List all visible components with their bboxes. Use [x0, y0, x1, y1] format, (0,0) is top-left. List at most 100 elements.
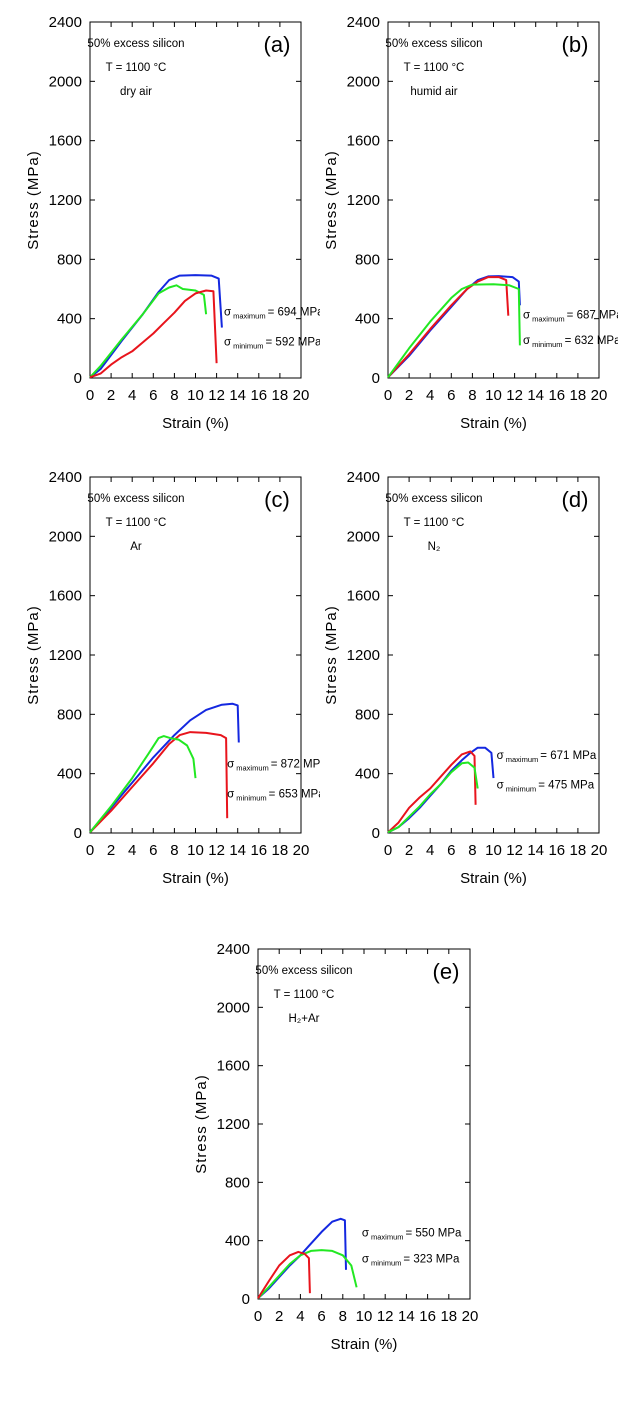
annotation-line-a: dry air: [120, 86, 152, 98]
annotation-line-b: 50% excess silicon: [385, 38, 482, 50]
plot-frame-c: [89, 476, 302, 834]
x-tick-label-b: 14: [527, 387, 544, 404]
sigma-min-label-c: σ minimum = 653 MPa: [227, 788, 320, 802]
x-tick-label-a: 2: [107, 387, 115, 404]
series-line-red-d: [387, 750, 477, 834]
y-tick-label-a: 2400: [49, 14, 82, 31]
y-tick-label-c: 2000: [49, 528, 82, 545]
series-line-red-c: [89, 731, 229, 834]
x-tick-label-e: 10: [356, 1308, 373, 1325]
series-line-green-c: [89, 735, 197, 833]
y-tick-label-e: 2000: [217, 999, 250, 1016]
stress-strain-chart-b: 0 2 4 6 8 10 12 14 16 18 20 0 400 800 1200 1600 2000 2400…: [298, 0, 622, 462]
series-line-blue-a: [89, 274, 223, 379]
x-tick-label-b: 12: [506, 387, 523, 404]
series-line-blue-b: [387, 275, 521, 379]
y-tick-label-d: 1600: [347, 588, 380, 605]
y-axis-title-a: Stress (MPa): [25, 150, 42, 250]
x-tick-label-d: 8: [468, 842, 476, 859]
x-tick-label-d: 2: [405, 842, 413, 859]
chart-svg-a: 0 2 4 6 8 10 12 14 16 18 2004008001200160020002400…: [25, 14, 324, 432]
annotation-line-d: 50% excess silicon: [385, 493, 482, 505]
annotation-line-d: N₂: [428, 541, 441, 553]
series-line-red-b: [387, 276, 510, 378]
y-tick-label-b: 1600: [347, 133, 380, 150]
y-tick-label-d: 2400: [347, 469, 380, 486]
annotation-line-e: 50% excess silicon: [255, 965, 352, 977]
sigma-max-label-e: σ maximum = 550 MPa: [362, 1227, 462, 1241]
y-tick-label-e: 0: [242, 1291, 250, 1308]
x-tick-label-c: 10: [187, 842, 204, 859]
x-tick-label-a: 10: [187, 387, 204, 404]
x-axis-title-c: Strain (%): [162, 870, 229, 887]
sigma-max-label-b: σ maximum = 687 MPa: [523, 310, 618, 324]
x-tick-label-c: 18: [272, 842, 289, 859]
x-tick-label-b: 18: [570, 387, 587, 404]
x-tick-label-e: 8: [339, 1308, 347, 1325]
y-tick-label-b: 2400: [347, 14, 380, 31]
x-tick-label-d: 0: [384, 842, 392, 859]
sigma-max-label-a: σ maximum = 694 MPa: [224, 307, 320, 321]
y-tick-label-b: 1200: [347, 192, 380, 209]
panel-label-b: (b): [562, 32, 589, 57]
y-tick-label-c: 2400: [49, 469, 82, 486]
y-tick-label-a: 800: [57, 251, 82, 268]
x-tick-label-d: 16: [548, 842, 565, 859]
y-tick-label-e: 800: [225, 1174, 250, 1191]
y-tick-label-d: 800: [355, 706, 380, 723]
annotation-line-b: T = 1100 °C: [404, 62, 465, 74]
x-axis-title-e: Strain (%): [331, 1336, 398, 1353]
x-tick-label-a: 16: [250, 387, 267, 404]
y-tick-label-d: 1200: [347, 647, 380, 664]
annotation-line-c: 50% excess silicon: [87, 493, 184, 505]
sigma-min-label-a: σ minimum = 592 MPa: [224, 336, 320, 350]
annotation-line-c: Ar: [130, 541, 142, 553]
series-line-blue-e: [257, 1217, 347, 1300]
x-tick-label-a: 14: [229, 387, 246, 404]
panel-label-c: (c): [264, 487, 290, 512]
y-tick-label-c: 1200: [49, 647, 82, 664]
stress-strain-chart-a: 0 2 4 6 8 10 12 14 16 18 20 0 400 800 1200 1600 2000 2400…: [0, 0, 324, 462]
x-axis-title-b: Strain (%): [460, 415, 527, 432]
x-tick-label-a: 20: [293, 387, 310, 404]
sigma-min-label-d: σ minimum = 475 MPa: [497, 780, 595, 794]
chart-svg-b: 0 2 4 6 8 10 12 14 16 18 2004008001200160020002400…: [323, 14, 622, 432]
y-tick-label-a: 1600: [49, 133, 82, 150]
x-tick-label-a: 18: [272, 387, 289, 404]
y-tick-label-d: 400: [355, 766, 380, 783]
y-axis-title-c: Stress (MPa): [25, 605, 42, 705]
annotation-line-c: T = 1100 °C: [106, 517, 167, 529]
y-tick-label-a: 1200: [49, 192, 82, 209]
x-tick-label-b: 10: [485, 387, 502, 404]
panel-label-d: (d): [562, 487, 589, 512]
x-tick-label-e: 14: [398, 1308, 415, 1325]
x-tick-label-e: 2: [275, 1308, 283, 1325]
x-axis-title-a: Strain (%): [162, 415, 229, 432]
x-tick-label-a: 0: [86, 387, 94, 404]
y-tick-label-c: 1600: [49, 588, 82, 605]
y-tick-label-e: 1200: [217, 1116, 250, 1133]
x-tick-label-d: 4: [426, 842, 434, 859]
x-tick-label-e: 20: [462, 1308, 479, 1325]
x-tick-label-d: 20: [591, 842, 608, 859]
y-axis-title-d: Stress (MPa): [323, 605, 340, 705]
series-line-green-d: [387, 761, 479, 834]
x-tick-label-b: 16: [548, 387, 565, 404]
x-tick-label-e: 0: [254, 1308, 262, 1325]
y-tick-label-a: 400: [57, 311, 82, 328]
annotation-line-e: H₂+Ar: [289, 1013, 320, 1025]
y-tick-label-a: 2000: [49, 73, 82, 90]
sigma-max-label-d: σ maximum = 671 MPa: [497, 750, 597, 764]
x-tick-label-e: 4: [296, 1308, 304, 1325]
annotation-line-a: 50% excess silicon: [87, 38, 184, 50]
x-tick-label-e: 18: [440, 1308, 457, 1325]
x-tick-label-c: 6: [149, 842, 157, 859]
x-tick-label-a: 8: [170, 387, 178, 404]
series-line-green-b: [387, 283, 521, 378]
x-tick-label-b: 2: [405, 387, 413, 404]
series-line-red-a: [89, 289, 218, 379]
x-tick-label-b: 4: [426, 387, 434, 404]
panel-label-e: (e): [433, 959, 460, 984]
x-tick-label-b: 6: [447, 387, 455, 404]
y-tick-label-d: 2000: [347, 528, 380, 545]
